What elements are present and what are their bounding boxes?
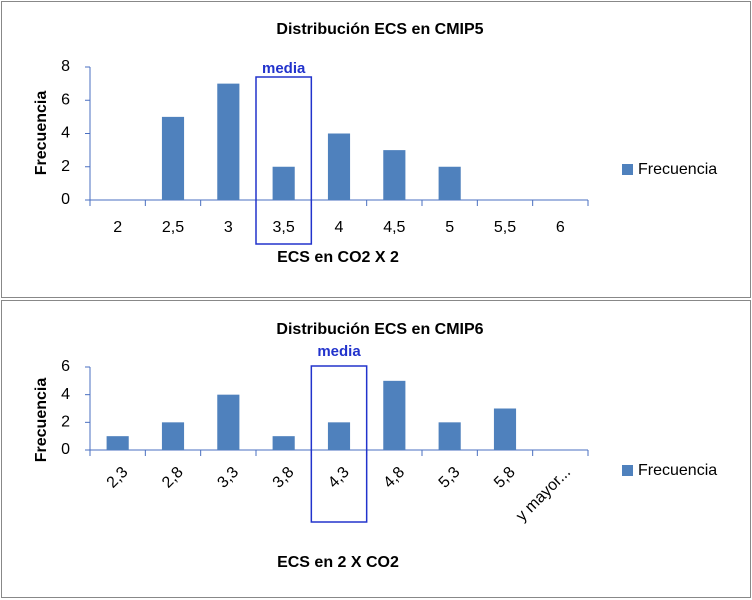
annotation-box: [310, 365, 368, 523]
chart-title: Distribución ECS en CMIP5: [276, 21, 483, 38]
y-tick-label: 4: [61, 386, 70, 403]
x-tick-label: 5: [445, 219, 454, 236]
x-tick-label: 2,5: [162, 219, 184, 236]
bar: [161, 116, 185, 200]
annotation: media: [317, 343, 361, 360]
y-tick-label: 4: [61, 125, 70, 142]
x-axis-label: ECS en 2 X CO2: [277, 554, 399, 571]
bar: [327, 133, 351, 200]
bar: [383, 150, 406, 200]
bar: [161, 422, 185, 450]
bar: [493, 408, 517, 450]
legend-swatch: [622, 465, 633, 476]
legend-label: Frecuencia: [638, 161, 717, 178]
y-tick-label: 2: [61, 158, 70, 175]
y-tick-label: 6: [61, 91, 70, 108]
y-tick-label: 6: [61, 358, 70, 375]
annotation: media: [262, 60, 306, 77]
x-axis-label: ECS en CO2 X 2: [277, 249, 399, 266]
x-tick-label: 4: [335, 219, 344, 236]
legend-swatch: [622, 164, 633, 175]
bar: [217, 394, 240, 450]
x-tick-label: 3,5: [273, 219, 295, 236]
bar: [327, 422, 351, 450]
y-tick-label: 0: [61, 441, 70, 458]
panel: [1, 1, 751, 298]
y-axis-label: Frecuencia: [33, 378, 50, 463]
bar: [438, 422, 461, 450]
x-tick-label: 2: [113, 219, 122, 236]
bar: [217, 83, 240, 200]
bar: [383, 380, 406, 450]
y-axis-label: Frecuencia: [33, 91, 50, 176]
y-tick-label: 2: [61, 414, 70, 431]
x-tick-label: 5,5: [494, 219, 516, 236]
y-tick-label: 0: [61, 191, 70, 208]
x-tick-label: 4,5: [383, 219, 405, 236]
y-tick-label: 8: [61, 58, 70, 75]
x-tick-label: 6: [556, 219, 565, 236]
legend-label: Frecuencia: [638, 462, 717, 479]
x-tick-label: 3: [224, 219, 233, 236]
annotation-box: [255, 76, 313, 245]
bar: [272, 166, 295, 200]
bar: [438, 166, 461, 200]
bar: [106, 436, 129, 450]
bar: [272, 436, 295, 450]
chart-title: Distribución ECS en CMIP6: [276, 321, 483, 338]
